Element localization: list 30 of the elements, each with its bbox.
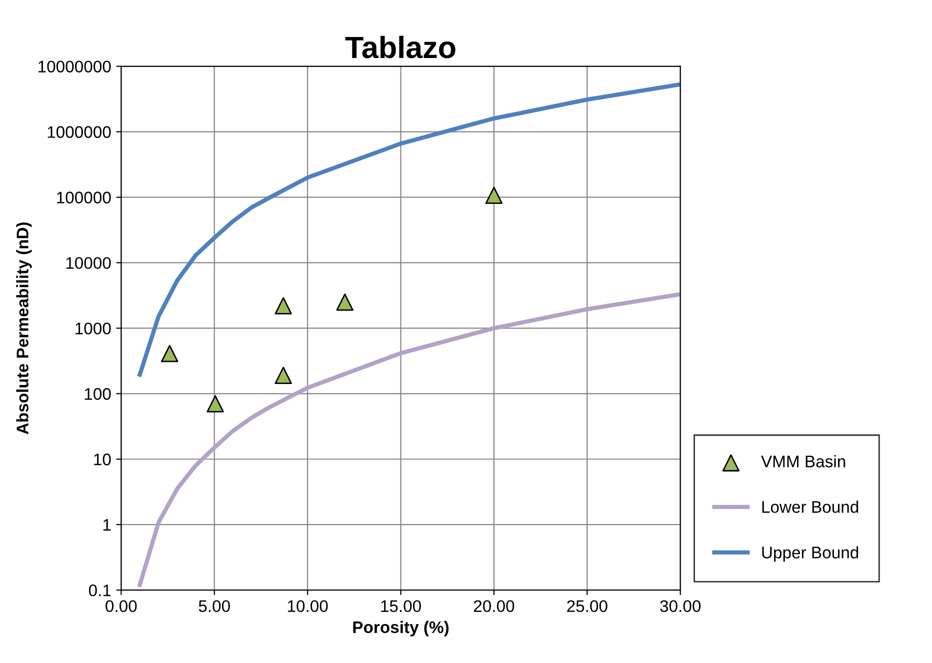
point (274, 366, 292, 384)
chart-title: Tablazo (345, 36, 456, 58)
point (336, 294, 354, 311)
legend-label: VMM Basin (761, 455, 846, 468)
y-tick-label: 1000 (76, 322, 111, 334)
x-tick-label: 5.00 (198, 600, 230, 612)
point (206, 395, 224, 412)
y-tick-label: 0.1 (88, 584, 111, 596)
line-series (138, 82, 680, 377)
y-tick-label: 100 (84, 388, 111, 400)
y-axis-title: Absolute Permeability (nD) (16, 222, 32, 434)
y-tick-label: 10000000 (38, 60, 111, 73)
line-series (138, 292, 680, 587)
point (161, 344, 178, 362)
x-tick-label: 20.00 (474, 600, 514, 612)
y-tick-label: 1 (103, 519, 111, 531)
x-tick-label: 10.00 (288, 600, 328, 612)
x-tick-label: 25.00 (567, 600, 608, 612)
x-axis-title: Porosity (%) (353, 620, 449, 636)
x-tick-label: 30.00 (660, 600, 701, 612)
y-tick-label: 10000 (66, 257, 111, 269)
y-tick-label: 100000 (57, 192, 111, 204)
x-tick-label: 15.00 (381, 600, 421, 612)
point (485, 186, 503, 204)
point (274, 297, 292, 314)
legend-label: Upper Bound (762, 546, 858, 562)
y-tick-label: 1000000 (48, 126, 111, 138)
legend-label: Lower Bound (762, 500, 858, 513)
y-tick-label: 10 (94, 454, 111, 466)
x-tick-label: 0.00 (106, 600, 137, 612)
